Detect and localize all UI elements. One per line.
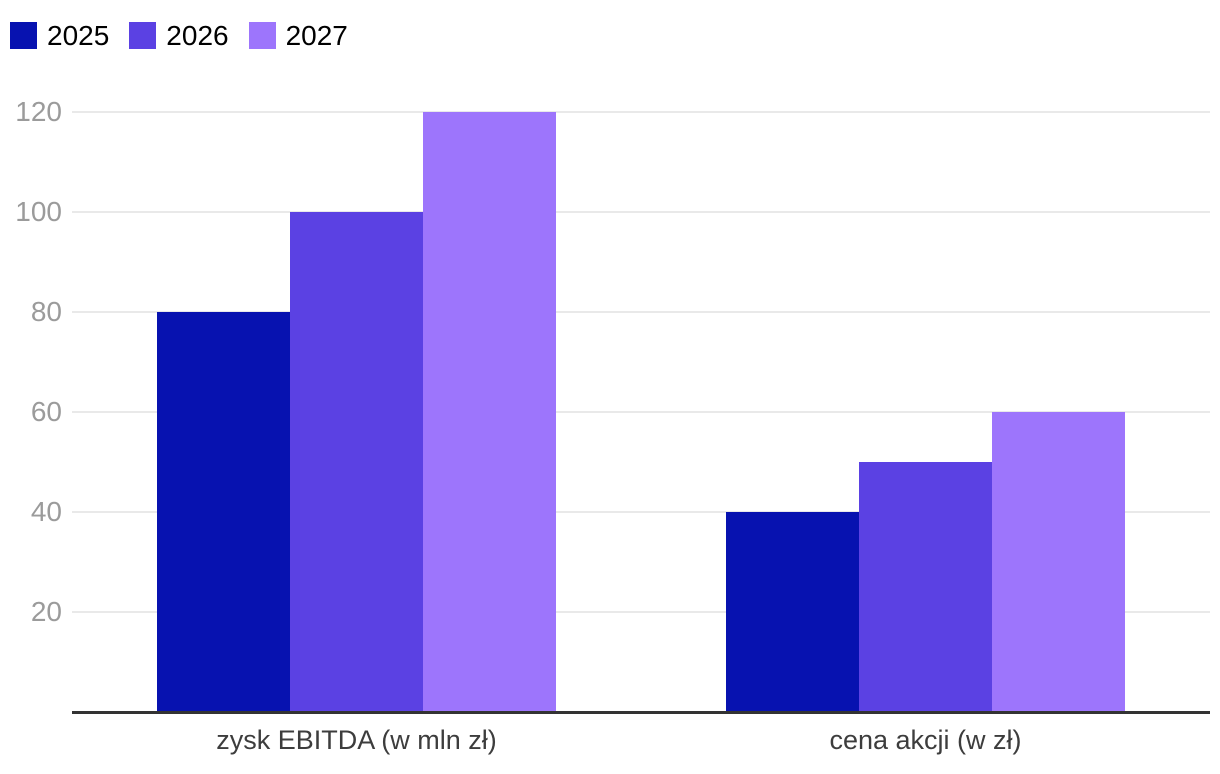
legend-label: 2027 xyxy=(285,20,348,51)
bar-2027 xyxy=(423,112,556,712)
legend-swatch-icon xyxy=(129,22,157,49)
x-axis-line xyxy=(72,711,1210,714)
bar-2026 xyxy=(290,212,423,712)
legend-item-2025: 2025 xyxy=(10,20,110,51)
legend-swatch-icon xyxy=(248,22,276,49)
legend-item-2026: 2026 xyxy=(129,20,229,51)
bar-2025 xyxy=(157,312,290,712)
x-axis-category-label: cena akcji (w zł) xyxy=(829,725,1022,755)
legend-label: 2026 xyxy=(166,20,229,51)
bar-2025 xyxy=(726,512,859,712)
bar-2027 xyxy=(992,412,1125,712)
legend-item-2027: 2027 xyxy=(248,20,348,51)
y-axis-tick-label: 100 xyxy=(15,196,62,227)
gridline xyxy=(72,211,1210,213)
gridline xyxy=(72,411,1210,413)
y-axis-tick-label: 60 xyxy=(30,396,62,427)
x-axis-category-label: zysk EBITDA (w mln zł) xyxy=(216,725,497,755)
y-axis-tick-label: 20 xyxy=(30,596,62,627)
gridline xyxy=(72,611,1210,613)
legend-label: 2025 xyxy=(47,20,110,51)
y-axis-tick-label: 120 xyxy=(15,96,62,127)
gridline xyxy=(72,111,1210,113)
gridline xyxy=(72,511,1210,513)
chart-legend: 2025 2026 2027 xyxy=(10,20,348,51)
gridline xyxy=(72,311,1210,313)
y-axis-tick-label: 80 xyxy=(30,296,62,327)
legend-swatch-icon xyxy=(10,22,37,49)
bar-2026 xyxy=(859,462,992,712)
y-axis-tick-label: 40 xyxy=(30,496,62,527)
